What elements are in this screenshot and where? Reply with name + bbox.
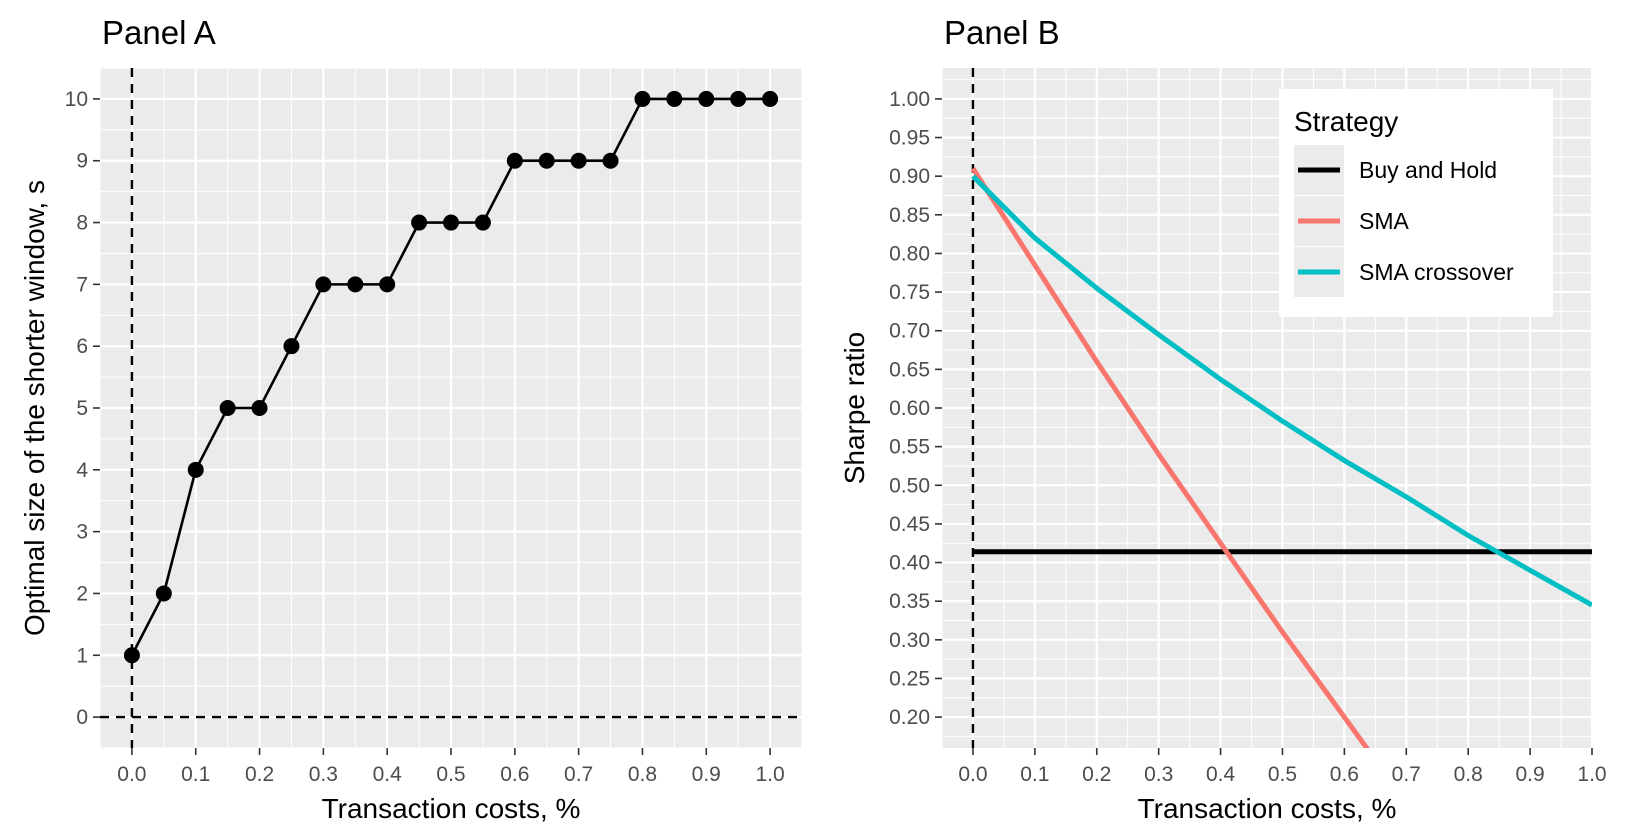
- y-tick-label: 0.60: [889, 397, 930, 420]
- data-layer: [970, 68, 1592, 748]
- data-point: [443, 214, 459, 231]
- y-tick-label: 0.80: [889, 242, 930, 265]
- data-point: [666, 90, 683, 107]
- data-point: [283, 338, 300, 355]
- data-point: [506, 152, 523, 169]
- panel-b: 0.0 0.1 0.2 0.3 0.4 0.5 0.6 0.7 0.8 0.9 1.0 0.20 0.2…: [839, 14, 1607, 824]
- x-axis-title: Transaction costs, %: [1138, 793, 1397, 824]
- x-tick-label: 0.8: [1454, 763, 1483, 786]
- y-tick-label: 0.40: [889, 552, 930, 575]
- sma-line: [970, 167, 1370, 748]
- y-tick-label: 0.95: [889, 127, 930, 150]
- x-tick-label: 0.1: [1020, 763, 1049, 786]
- data-layer: [100, 68, 802, 748]
- y-tick-label: 0.65: [889, 358, 930, 381]
- data-point: [602, 152, 619, 169]
- legend-title: Strategy: [1294, 106, 1398, 137]
- x-tick-label: 0.1: [181, 763, 210, 786]
- legend: Strategy Buy and Hold SMA SMA crossover: [1279, 89, 1553, 317]
- y-tick-label: 8: [76, 212, 88, 235]
- data-point: [315, 276, 332, 293]
- data-point: [698, 90, 715, 107]
- y-tick-label: 0.70: [889, 320, 930, 343]
- y-axis-title: Sharpe ratio: [839, 332, 870, 485]
- y-tick-label: 1: [76, 644, 88, 667]
- y-tick-label: 5: [76, 397, 88, 420]
- y-tick-label: 0.35: [889, 590, 930, 613]
- x-tick-label: 0.5: [436, 763, 465, 786]
- y-tick-label: 3: [76, 521, 88, 544]
- y-tick-label: 7: [76, 273, 88, 296]
- y-tick-label: 6: [76, 335, 88, 358]
- y-tick-label: 0.85: [889, 204, 930, 227]
- x-tick-label: 0.0: [958, 763, 987, 786]
- y-tick-label: 10: [65, 88, 88, 111]
- x-tick-label: 0.8: [628, 763, 657, 786]
- data-point: [730, 90, 747, 107]
- data-point: [251, 400, 268, 416]
- y-tick-label: 0.30: [889, 629, 930, 652]
- panel-a: 0.0 0.1 0.2 0.3 0.4 0.5 0.6 0.7 0.8 0.9 1.0 0 1 2 3 4 5 6…: [19, 14, 802, 824]
- x-axis-title: Transaction costs, %: [322, 793, 581, 824]
- x-tick-label: 0.9: [692, 763, 721, 786]
- x-tick-label: 0.3: [1144, 763, 1173, 786]
- data-point: [219, 400, 236, 416]
- y-tick-label: 0.55: [889, 436, 930, 459]
- legend-label: SMA crossover: [1359, 259, 1514, 285]
- x-tick-label: 0.0: [117, 763, 146, 786]
- data-point: [570, 152, 587, 169]
- y-tick-label: 0.75: [889, 281, 930, 304]
- x-tick-label: 0.5: [1268, 763, 1297, 786]
- gridlines: [942, 68, 1592, 748]
- x-tick-label: 0.7: [1392, 763, 1421, 786]
- sma-crossover-line: [971, 174, 1592, 608]
- data-point: [379, 276, 396, 293]
- x-tick-label: 0.9: [1515, 763, 1544, 786]
- x-tick-label: 1.0: [1577, 763, 1606, 786]
- x-tick-label: 0.4: [1206, 763, 1236, 786]
- y-tick-label: 0.25: [889, 667, 930, 690]
- data-point: [634, 90, 651, 107]
- y-tick-label: 0.50: [889, 474, 930, 497]
- y-tick-label: 0.90: [889, 165, 930, 188]
- data-point: [123, 647, 140, 664]
- x-tick-label: 0.4: [373, 763, 403, 786]
- y-tick-label: 1.00: [889, 88, 930, 111]
- y-tick-label: 4: [76, 459, 88, 482]
- x-tick-label: 1.0: [755, 763, 784, 786]
- axes: 0.0 0.1 0.2 0.3 0.4 0.5 0.6 0.7 0.8 0.9 1.0 0 1 2 3 4 5 6…: [65, 88, 785, 786]
- data-point: [411, 214, 428, 231]
- x-tick-label: 0.3: [309, 763, 338, 786]
- data-point: [347, 276, 364, 293]
- data-point: [762, 90, 779, 107]
- legend-label: Buy and Hold: [1359, 157, 1497, 183]
- x-tick-label: 0.2: [245, 763, 274, 786]
- y-tick-label: 0.20: [889, 706, 930, 729]
- y-tick-label: 0: [76, 706, 88, 729]
- x-tick-label: 0.6: [1330, 763, 1359, 786]
- y-tick-label: 9: [76, 150, 88, 173]
- axes: 0.0 0.1 0.2 0.3 0.4 0.5 0.6 0.7 0.8 0.9 1.0 0.20 0.2…: [889, 88, 1606, 786]
- x-tick-label: 0.7: [564, 763, 593, 786]
- data-point: [474, 214, 491, 231]
- y-tick-label: 0.45: [889, 513, 930, 536]
- legend-label: SMA: [1359, 208, 1410, 234]
- data-point: [187, 461, 204, 478]
- data-point: [538, 152, 555, 169]
- data-point: [155, 585, 172, 602]
- y-axis-title: Optimal size of the shorter window, s: [19, 180, 50, 636]
- x-tick-label: 0.6: [500, 763, 529, 786]
- x-tick-label: 0.2: [1082, 763, 1111, 786]
- panel-title: Panel B: [944, 14, 1060, 51]
- panel-title: Panel A: [102, 14, 216, 51]
- y-tick-label: 2: [76, 582, 88, 605]
